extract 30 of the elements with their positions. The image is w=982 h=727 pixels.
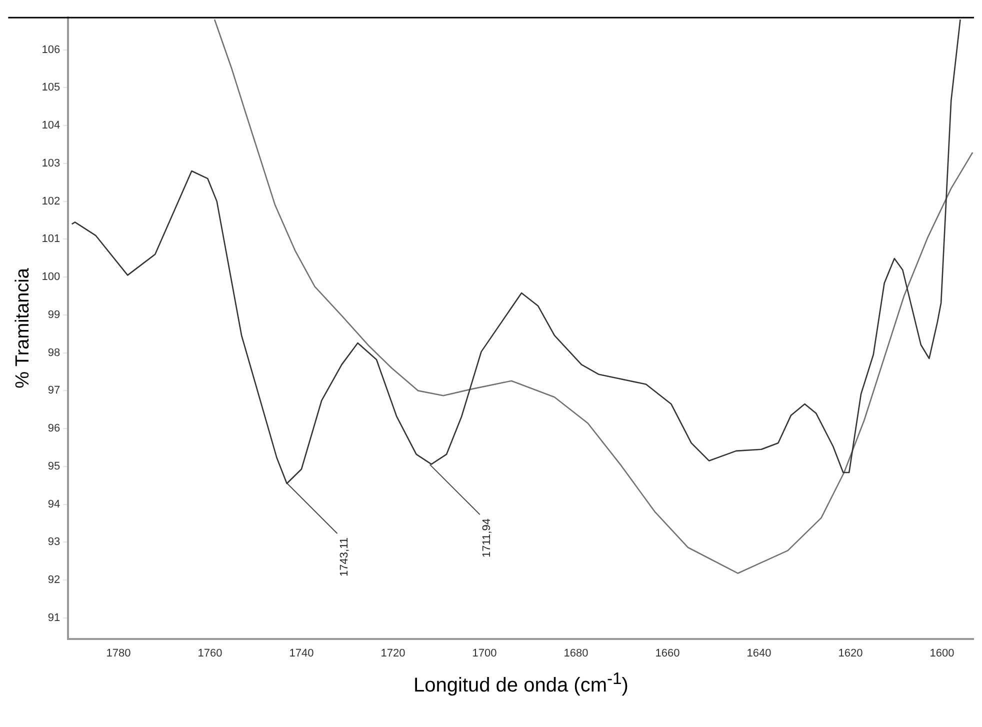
x-tick-label: 1600 <box>930 647 954 660</box>
y-tick-label: 106 <box>42 44 60 56</box>
y-tick-label: 103 <box>42 157 60 170</box>
x-tick-label: 1720 <box>380 647 406 660</box>
x-tick-label: 1680 <box>564 647 588 660</box>
y-tick-label: 92 <box>48 574 60 586</box>
y-tick-label: 96 <box>48 422 60 435</box>
y-axis-title: % Tramitancia <box>12 268 34 388</box>
y-tick-label: 105 <box>42 82 60 94</box>
y-tick-label: 101 <box>42 233 60 246</box>
y-tick-label: 97 <box>48 384 60 397</box>
x-tick-label: 1700 <box>472 647 497 660</box>
x-tick-label: 1760 <box>198 647 222 660</box>
x-tick-label: 1740 <box>289 647 314 660</box>
y-tick-label: 100 <box>42 271 60 284</box>
x-axis-title: Longitud de onda (cm$^{-1}$) <box>412 669 630 698</box>
y-tick-label: 104 <box>42 120 60 132</box>
x-tick-label: 1780 <box>106 647 131 660</box>
y-tick-label: 99 <box>48 308 60 321</box>
annotation: 1743,11 <box>338 538 350 576</box>
x-tick-label: 1620 <box>838 647 863 660</box>
y-tick-label: 94 <box>48 498 60 510</box>
y-tick-label: 93 <box>48 536 60 548</box>
x-tick-label: 1640 <box>746 647 772 660</box>
y-tick-label: 95 <box>48 460 60 472</box>
y-tick-label: 102 <box>42 195 60 208</box>
annotation: 1711,94 <box>480 518 493 558</box>
y-tick-label: 91 <box>48 612 60 624</box>
x-tick-label: 1660 <box>655 647 680 660</box>
y-tick-label: 98 <box>48 346 60 359</box>
